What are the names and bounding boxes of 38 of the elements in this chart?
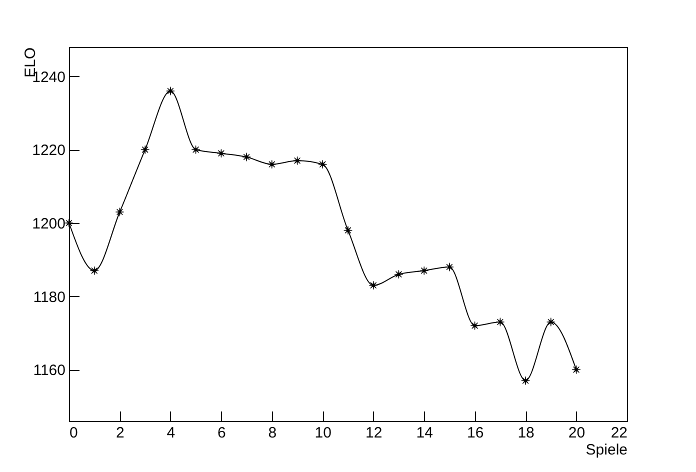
y-tick-label: 1180 — [33, 288, 66, 306]
x-tick-label: 6 — [218, 424, 226, 442]
point — [166, 86, 175, 96]
point — [344, 226, 352, 235]
point — [318, 160, 328, 169]
point — [444, 262, 454, 272]
point — [546, 318, 556, 326]
point — [420, 266, 429, 276]
x-tick-label: 20 — [568, 424, 586, 442]
x-tick-label: 8 — [268, 424, 277, 442]
y-tick-label: 1200 — [32, 216, 66, 232]
y-tick-label: 1160 — [33, 362, 66, 380]
point — [115, 208, 124, 216]
point — [470, 321, 480, 330]
x-axis-title: Spiele — [586, 442, 628, 458]
point — [394, 270, 404, 279]
point — [140, 145, 150, 154]
point — [191, 145, 200, 154]
point — [64, 218, 74, 228]
point — [368, 280, 378, 290]
x-tick-label: 2 — [116, 424, 124, 442]
x-tick-label: 16 — [466, 424, 484, 442]
x-tick-label: 22 — [610, 424, 628, 442]
x-tick-label: 0 — [70, 424, 78, 442]
point — [90, 266, 99, 276]
y-tick-label: 1220 — [32, 142, 66, 160]
point — [292, 156, 302, 166]
x-tick-label: 12 — [366, 424, 382, 442]
x-tick-label: 4 — [166, 424, 176, 442]
point — [242, 152, 252, 162]
point — [572, 365, 581, 374]
point — [521, 376, 530, 386]
point — [496, 318, 505, 326]
x-tick-label: 14 — [416, 424, 433, 442]
point — [267, 160, 276, 169]
x-tick-label: 10 — [314, 424, 332, 442]
x-tick-label: 18 — [518, 424, 534, 442]
point — [216, 148, 226, 158]
